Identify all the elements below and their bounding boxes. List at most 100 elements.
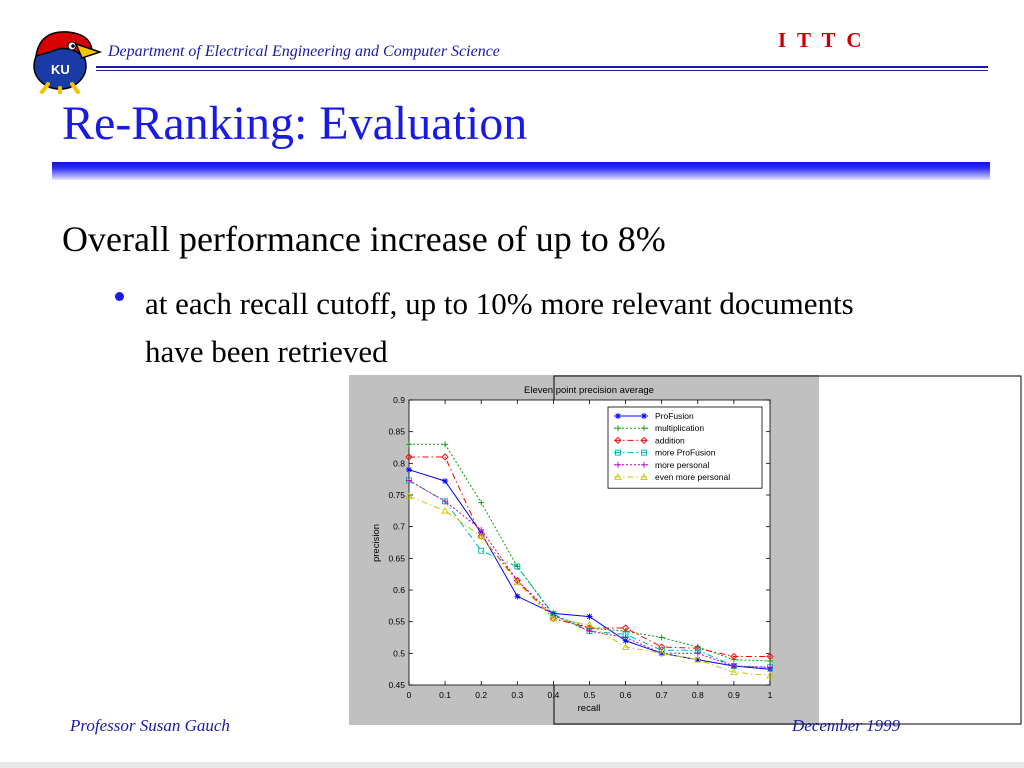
- data-point-marker: [640, 436, 648, 445]
- legend-label: more personal: [655, 460, 709, 470]
- bullet-text: at each recall cutoff, up to 10% more re…: [145, 286, 854, 369]
- data-point-marker: [478, 499, 485, 506]
- data-point-marker: [406, 466, 412, 473]
- data-point-marker: [585, 620, 594, 628]
- data-point-marker: [767, 664, 773, 671]
- y-tick-label: 0.6: [393, 585, 405, 595]
- slide-title: Re-Ranking: Evaluation: [62, 97, 528, 150]
- data-point-marker: [694, 656, 701, 663]
- data-point-marker: [615, 461, 621, 468]
- x-tick-label: 0.3: [511, 690, 523, 700]
- data-point-marker: [478, 547, 485, 554]
- data-point-marker: [586, 613, 593, 620]
- series-line: [409, 456, 770, 657]
- data-point-marker: [730, 663, 737, 669]
- data-point-marker: [641, 425, 647, 432]
- data-point-marker: [478, 526, 485, 533]
- data-point-marker: [641, 413, 647, 419]
- legend-label: ProFusion: [655, 411, 694, 421]
- data-point-marker: [615, 449, 621, 456]
- data-point-marker: [442, 441, 449, 448]
- data-point-marker: [442, 498, 449, 505]
- logo-text: KU: [51, 62, 70, 77]
- data-point-marker: [549, 614, 558, 623]
- chart-title: Eleven point precision average: [524, 385, 654, 396]
- data-point-marker: [442, 478, 449, 485]
- x-tick-label: 0.7: [656, 690, 668, 700]
- y-tick-label: 0.45: [388, 680, 405, 690]
- data-point-marker: [615, 413, 621, 419]
- data-point-marker: [641, 461, 647, 468]
- x-tick-label: 0.2: [475, 690, 487, 700]
- y-tick-label: 0.5: [393, 648, 405, 658]
- x-tick-label: 0.6: [620, 690, 632, 700]
- x-tick-label: 0: [407, 690, 412, 700]
- y-tick-label: 0.75: [388, 490, 405, 500]
- data-point-marker: [621, 624, 630, 632]
- data-point-marker: [513, 578, 522, 586]
- data-point-marker: [615, 425, 621, 432]
- data-point-marker: [730, 668, 738, 676]
- header-rule: [96, 66, 988, 68]
- data-point-marker: [622, 637, 629, 644]
- x-tick-label: 1: [768, 690, 773, 700]
- x-tick-label: 0.9: [728, 690, 740, 700]
- legend-label: even more personal: [655, 472, 730, 482]
- data-point-marker: [621, 643, 630, 650]
- data-point-marker: [477, 532, 485, 540]
- x-tick-label: 0.4: [547, 690, 559, 700]
- data-point-marker: [405, 492, 413, 500]
- headline-text: Overall performance increase of up to 8%: [62, 219, 666, 259]
- bullet-icon: [115, 292, 124, 301]
- data-point-marker: [658, 634, 665, 641]
- legend-label: multiplication: [655, 423, 704, 433]
- y-tick-label: 0.7: [393, 522, 405, 532]
- data-point-marker: [730, 652, 738, 661]
- footer-date: December 1999: [792, 716, 901, 735]
- y-tick-label: 0.65: [388, 553, 405, 563]
- data-point-marker: [694, 650, 701, 657]
- data-point-marker: [657, 649, 666, 657]
- x-axis-label: recall: [578, 703, 601, 714]
- series-line: [408, 479, 771, 668]
- data-point-marker: [514, 563, 521, 570]
- data-point-marker: [406, 477, 412, 484]
- data-point-marker: [614, 473, 622, 480]
- data-point-marker: [441, 506, 449, 514]
- data-point-marker: [586, 628, 593, 635]
- bottom-strip: [0, 762, 1024, 768]
- y-tick-label: 0.9: [393, 395, 405, 405]
- x-tick-label: 0.1: [439, 690, 451, 700]
- legend-label: addition: [655, 435, 685, 445]
- ku-jayhawk-logo: KU: [33, 31, 102, 94]
- data-point-marker: [477, 532, 485, 540]
- data-point-marker: [514, 593, 521, 600]
- data-point-marker: [549, 614, 558, 622]
- series-line: [408, 479, 771, 668]
- org-name: I T T C: [778, 28, 865, 52]
- data-point-marker: [640, 473, 648, 480]
- department-name: Department of Electrical Engineering and…: [108, 43, 500, 60]
- data-point-marker: [641, 449, 647, 456]
- legend-label: more ProFusion: [655, 448, 716, 458]
- data-point-marker: [514, 563, 521, 570]
- data-point-marker: [614, 436, 622, 445]
- series-line: [408, 495, 771, 676]
- precision-chart: Eleven point precision average recall pr…: [349, 375, 1022, 725]
- data-point-marker: [405, 453, 413, 461]
- data-point-marker: [766, 652, 774, 661]
- y-tick-label: 0.8: [393, 458, 405, 468]
- data-point-marker: [622, 634, 629, 641]
- y-axis-label: precision: [371, 524, 382, 562]
- legend-box: [607, 406, 763, 489]
- data-point-marker: [766, 671, 774, 679]
- data-point-marker: [406, 441, 412, 448]
- x-tick-label: 0.8: [692, 690, 704, 700]
- data-point-marker: [441, 453, 449, 461]
- y-tick-label: 0.85: [388, 427, 405, 437]
- y-tick-label: 0.55: [388, 617, 405, 627]
- title-gradient-bar: [52, 162, 990, 180]
- header-rule-thin: [96, 70, 988, 71]
- x-tick-label: 0.5: [584, 690, 596, 700]
- data-point-marker: [694, 655, 702, 663]
